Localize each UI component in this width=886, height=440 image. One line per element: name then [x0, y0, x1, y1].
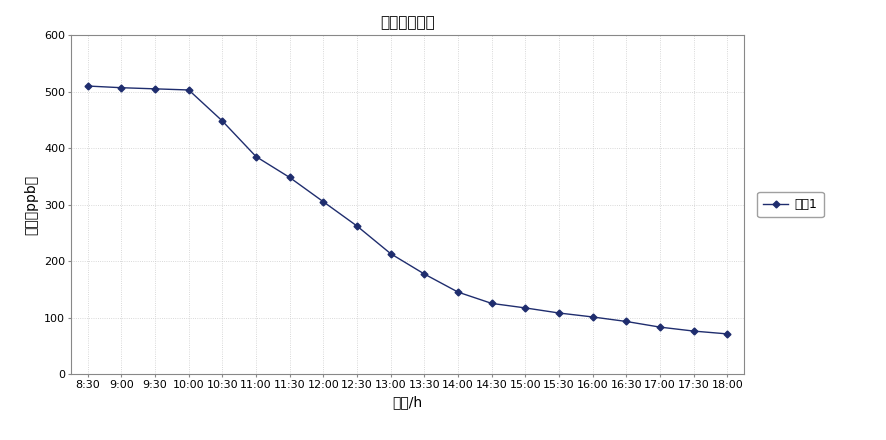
- 系列1: [82, 83, 93, 88]
- X-axis label: 时间/h: 时间/h: [392, 395, 423, 409]
- 系列1: [217, 118, 228, 124]
- 系列1: [587, 314, 598, 319]
- Title: 甲醒降解曲线: 甲醒降解曲线: [380, 15, 435, 30]
- 系列1: [419, 271, 430, 277]
- 系列1: [621, 319, 632, 324]
- 系列1: [116, 85, 127, 90]
- Legend: 系列1: 系列1: [758, 192, 824, 217]
- 系列1: [150, 86, 160, 92]
- Line: 系列1: 系列1: [85, 84, 730, 336]
- 系列1: [385, 251, 396, 257]
- 系列1: [520, 305, 531, 311]
- Y-axis label: 甲醒（ppb）: 甲醒（ppb）: [25, 175, 39, 235]
- 系列1: [318, 199, 329, 205]
- 系列1: [655, 324, 665, 330]
- 系列1: [688, 328, 699, 334]
- 系列1: [284, 175, 295, 180]
- 系列1: [453, 290, 463, 295]
- 系列1: [486, 301, 497, 306]
- 系列1: [554, 310, 564, 315]
- 系列1: [183, 87, 194, 92]
- 系列1: [352, 224, 362, 229]
- 系列1: [251, 154, 261, 159]
- 系列1: [722, 331, 733, 337]
